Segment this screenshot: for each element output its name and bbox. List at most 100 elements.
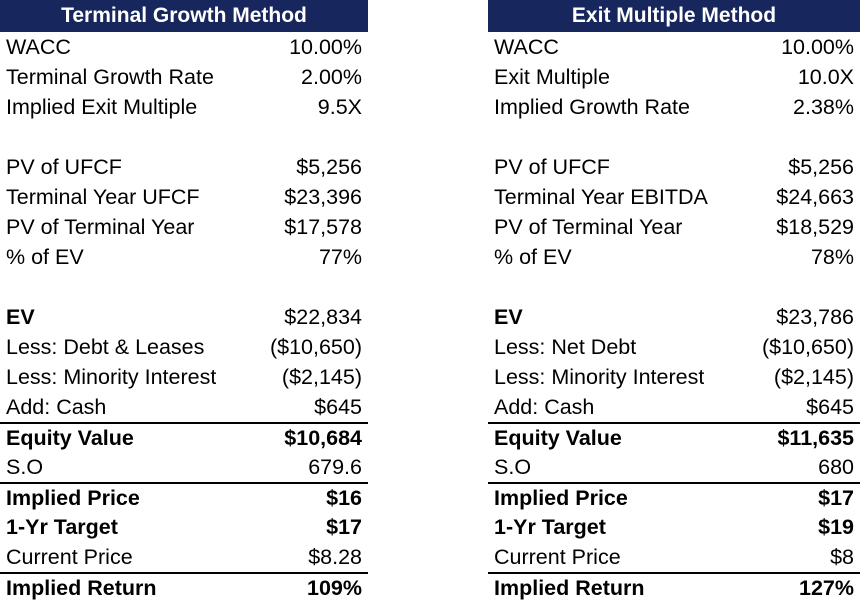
row-value: 679.6 <box>308 455 362 479</box>
row-label: Less: Minority Interest <box>6 365 217 389</box>
row-label: PV of UFCF <box>6 155 122 179</box>
row-implied-price: Implied Price $16 <box>0 482 368 512</box>
row-label: Terminal Year EBITDA <box>494 185 708 209</box>
row-value: 109% <box>307 576 362 600</box>
row-label: S.O <box>494 455 532 479</box>
row-terminal-year-ufcf: Terminal Year UFCF $23,396 <box>0 182 368 212</box>
row-value: $19 <box>818 515 854 539</box>
terminal-growth-panel: Terminal Growth Method WACC 10.00% Termin… <box>0 0 368 602</box>
row-label: 1-Yr Target <box>494 515 606 539</box>
row-label: Exit Multiple <box>494 65 610 89</box>
row-label: Implied Price <box>494 486 628 510</box>
row-value: $645 <box>806 395 854 419</box>
row-label: EV <box>494 305 523 329</box>
row-label: Implied Growth Rate <box>494 95 690 119</box>
row-value: ($2,145) <box>773 365 854 389</box>
row-value: 127% <box>799 576 854 600</box>
row-value: $17,578 <box>284 215 362 239</box>
row-value: $23,396 <box>284 185 362 209</box>
row-value: ($10,650) <box>761 335 854 359</box>
row-implied-exit-multiple: Implied Exit Multiple 9.5X <box>0 92 368 122</box>
row-current-price: Current Price $8 <box>488 542 860 572</box>
row-wacc: WACC 10.00% <box>0 32 368 62</box>
row-pct-of-ev: % of EV 78% <box>488 242 860 272</box>
row-label: WACC <box>494 35 559 59</box>
row-value: $5,256 <box>296 155 362 179</box>
row-label: Current Price <box>6 545 133 569</box>
row-value: $5,256 <box>788 155 854 179</box>
row-value: $8.28 <box>308 545 362 569</box>
row-equity-value: Equity Value $10,684 <box>0 422 368 452</box>
row-ev: EV $23,786 <box>488 302 860 332</box>
row-label: Implied Price <box>6 486 140 510</box>
spacer <box>0 272 368 302</box>
row-value: ($10,650) <box>269 335 362 359</box>
row-value: $18,529 <box>776 215 854 239</box>
row-label: EV <box>6 305 35 329</box>
row-terminal-year-ebitda: Terminal Year EBITDA $24,663 <box>488 182 860 212</box>
row-value: 10.0X <box>797 65 854 89</box>
row-value: 9.5X <box>317 95 362 119</box>
spacer <box>488 272 860 302</box>
row-less-minority-interest: Less: Minority Interest ($2,145) <box>488 362 860 392</box>
row-value: ($2,145) <box>281 365 362 389</box>
row-wacc: WACC 10.00% <box>488 32 860 62</box>
row-label: Terminal Year UFCF <box>6 185 200 209</box>
row-less-minority-interest: Less: Minority Interest ($2,145) <box>0 362 368 392</box>
row-label: Equity Value <box>494 426 622 450</box>
row-label: Current Price <box>494 545 621 569</box>
row-value: $22,834 <box>284 305 362 329</box>
row-value: $10,684 <box>284 426 362 450</box>
spacer <box>488 122 860 152</box>
row-ev: EV $22,834 <box>0 302 368 332</box>
row-label: PV of UFCF <box>494 155 610 179</box>
row-implied-return: Implied Return 109% <box>0 572 368 602</box>
spacer <box>0 122 368 152</box>
row-value: $24,663 <box>776 185 854 209</box>
row-pv-terminal-year: PV of Terminal Year $17,578 <box>0 212 368 242</box>
row-label: Equity Value <box>6 426 134 450</box>
row-shares-outstanding: S.O 680 <box>488 452 860 482</box>
terminal-growth-header: Terminal Growth Method <box>0 0 368 32</box>
row-label: Less: Debt & Leases <box>6 335 205 359</box>
row-label: Implied Return <box>494 576 645 600</box>
row-label: Implied Exit Multiple <box>6 95 198 119</box>
row-pv-terminal-year: PV of Terminal Year $18,529 <box>488 212 860 242</box>
row-label: PV of Terminal Year <box>6 215 195 239</box>
row-value: $17 <box>818 486 854 510</box>
row-value: 2.38% <box>793 95 854 119</box>
row-value: 77% <box>318 245 362 269</box>
row-value: 78% <box>810 245 854 269</box>
row-pct-of-ev: % of EV 77% <box>0 242 368 272</box>
row-value: 10.00% <box>781 35 854 59</box>
row-label: Less: Minority Interest <box>494 365 705 389</box>
row-implied-growth-rate: Implied Growth Rate 2.38% <box>488 92 860 122</box>
row-less-debt-leases: Less: Debt & Leases ($10,650) <box>0 332 368 362</box>
row-equity-value: Equity Value $11,635 <box>488 422 860 452</box>
row-value: $11,635 <box>777 426 854 450</box>
row-1yr-target: 1-Yr Target $19 <box>488 512 860 542</box>
row-implied-return: Implied Return 127% <box>488 572 860 602</box>
row-exit-multiple: Exit Multiple 10.0X <box>488 62 860 92</box>
row-value: $17 <box>326 515 362 539</box>
row-value: $8 <box>830 545 854 569</box>
row-value: 10.00% <box>289 35 362 59</box>
row-label: Add: Cash <box>6 395 107 419</box>
row-label: Less: Net Debt <box>494 335 637 359</box>
row-add-cash: Add: Cash $645 <box>0 392 368 422</box>
row-value: 680 <box>818 455 854 479</box>
exit-multiple-header: Exit Multiple Method <box>488 0 860 32</box>
row-1yr-target: 1-Yr Target $17 <box>0 512 368 542</box>
row-value: $23,786 <box>776 305 854 329</box>
row-label: 1-Yr Target <box>6 515 118 539</box>
row-label: % of EV <box>494 245 572 269</box>
row-implied-price: Implied Price $17 <box>488 482 860 512</box>
row-pv-ufcf: PV of UFCF $5,256 <box>0 152 368 182</box>
row-add-cash: Add: Cash $645 <box>488 392 860 422</box>
row-label: % of EV <box>6 245 84 269</box>
exit-multiple-panel: Exit Multiple Method WACC 10.00% Exit Mul… <box>488 0 860 602</box>
row-label: WACC <box>6 35 71 59</box>
row-pv-ufcf: PV of UFCF $5,256 <box>488 152 860 182</box>
row-label: Terminal Growth Rate <box>6 65 214 89</box>
row-label: Implied Return <box>6 576 157 600</box>
